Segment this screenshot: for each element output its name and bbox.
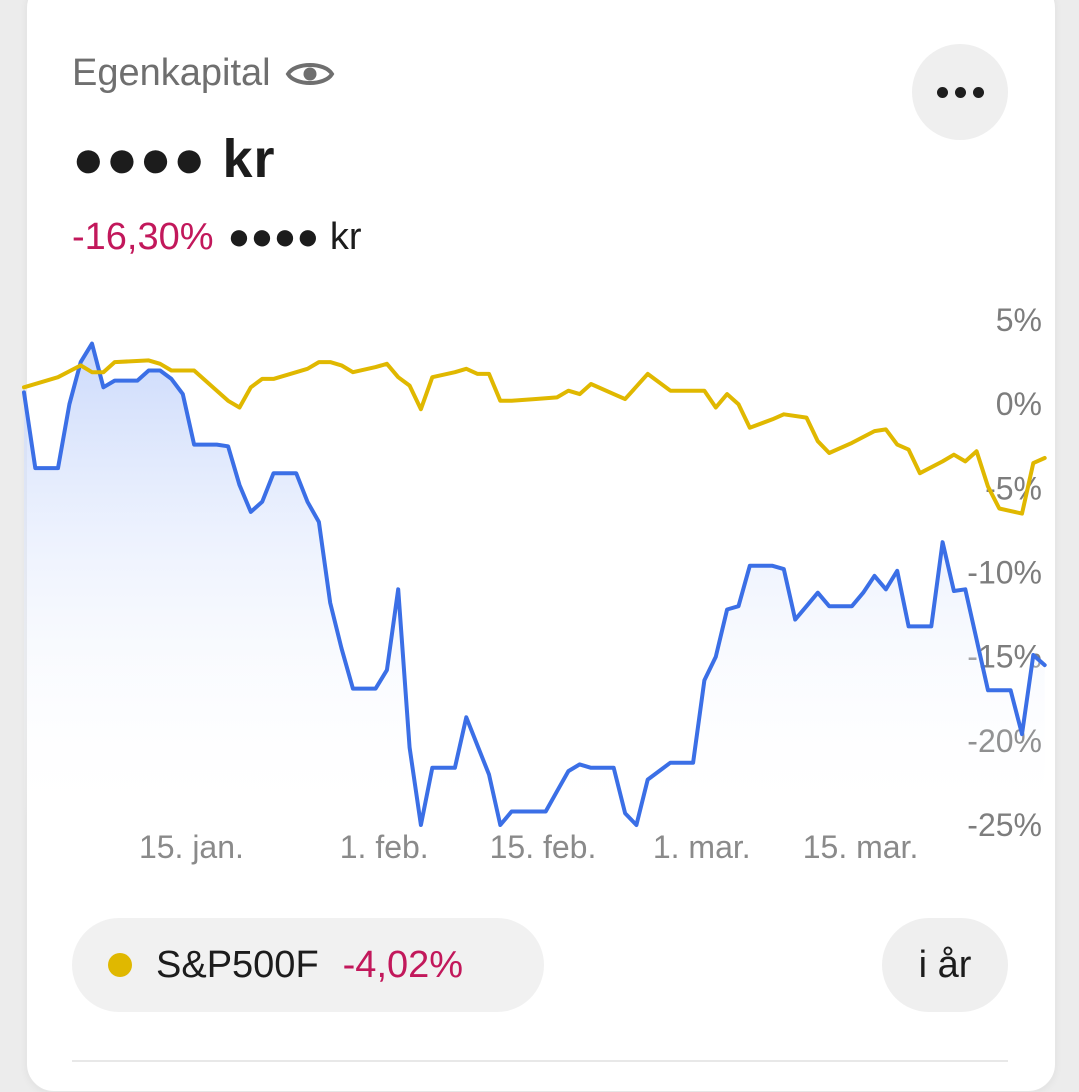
more-options-button[interactable] — [912, 44, 1008, 140]
more-dot-icon — [936, 86, 948, 98]
x-tick-label: 1. mar. — [653, 829, 751, 865]
benchmark-change: -4,02% — [342, 943, 464, 986]
divider — [72, 1060, 1008, 1062]
x-tick-label: 1. feb. — [340, 829, 429, 865]
more-dot-icon — [954, 86, 966, 98]
series-area-portfolio — [24, 343, 1045, 825]
benchmark-name: S&P500F — [156, 943, 319, 986]
card-title: Egenkapital — [72, 52, 271, 94]
y-tick-label: 0% — [996, 386, 1042, 422]
x-tick-label: 15. jan. — [139, 829, 244, 865]
series-line-benchmark — [22, 358, 1047, 516]
change-amount: ●●●● kr — [227, 216, 362, 258]
change-row: -16,30% ●●●● kr — [72, 216, 362, 259]
title-row: Egenkapital — [72, 52, 335, 95]
period-selector-button[interactable]: i år — [882, 918, 1008, 1012]
x-tick-label: 15. feb. — [490, 829, 597, 865]
more-dot-icon — [972, 86, 984, 98]
benchmark-chip[interactable]: S&P500F -4,02% — [72, 918, 544, 1012]
benchmark-color-dot — [108, 953, 132, 977]
change-percent: -16,30% — [72, 216, 214, 258]
x-tick-label: 15. mar. — [803, 829, 919, 865]
performance-chart[interactable]: 5%0%-5%-10%-15%-20%-25% 15. jan.1. feb.1… — [0, 280, 1079, 880]
y-tick-label: -10% — [967, 555, 1042, 591]
equity-value: ●●●● kr — [72, 129, 276, 189]
series-line-portfolio — [22, 341, 1047, 827]
y-tick-label: 5% — [996, 302, 1042, 338]
eye-icon[interactable] — [285, 56, 335, 92]
